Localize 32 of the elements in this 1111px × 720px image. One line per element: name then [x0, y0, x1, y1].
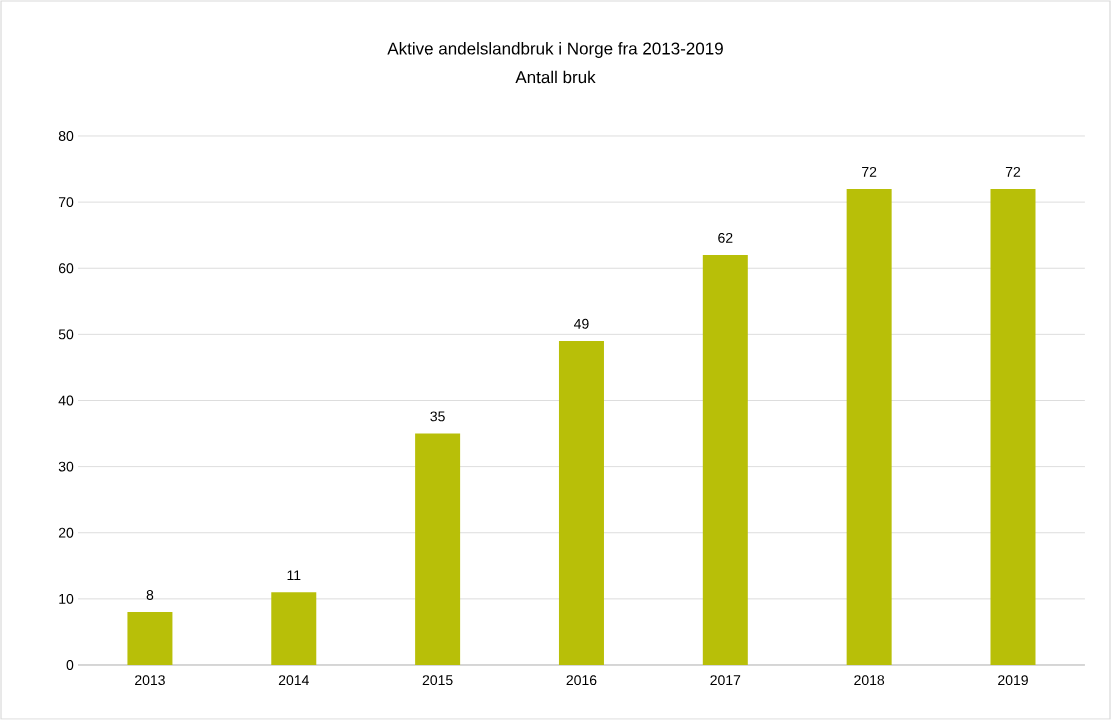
y-tick-label: 60	[58, 263, 74, 274]
x-tick-label: 2014	[278, 675, 309, 686]
y-tick-label: 10	[59, 593, 74, 604]
bar	[415, 433, 461, 665]
y-tick-label: 80	[58, 131, 74, 141]
chart-title: Aktive andelslandbruk i Norge fra 2013-2019	[387, 42, 723, 58]
data-label: 72	[1005, 166, 1021, 177]
data-label: 11	[287, 570, 301, 581]
x-tick-label: 2018	[854, 675, 885, 686]
data-label: 8	[146, 589, 154, 600]
x-tick-label: 2015	[422, 675, 453, 686]
x-tick-label: 2013	[135, 675, 165, 686]
y-tick-label: 30	[58, 461, 74, 472]
bar	[990, 188, 1036, 665]
data-label: 35	[430, 411, 445, 422]
y-tick-label: 70	[58, 197, 74, 208]
chart-subtitle: Antall bruk	[515, 70, 596, 84]
data-label: 49	[573, 318, 589, 329]
bar	[702, 255, 748, 665]
bar	[846, 188, 892, 665]
bar	[271, 592, 317, 665]
y-tick-label: 40	[58, 395, 74, 406]
data-label: 62	[718, 232, 733, 243]
bar	[127, 612, 173, 665]
y-tick-label: 50	[58, 329, 74, 340]
x-tick-label: 2017	[710, 675, 741, 686]
bar	[558, 340, 604, 665]
y-tick-label: 20	[58, 527, 74, 538]
x-tick-label: 2016	[566, 675, 597, 686]
x-tick-label: 2019	[998, 675, 1028, 686]
y-tick-label: 0	[66, 660, 74, 670]
data-label: 72	[862, 166, 877, 177]
